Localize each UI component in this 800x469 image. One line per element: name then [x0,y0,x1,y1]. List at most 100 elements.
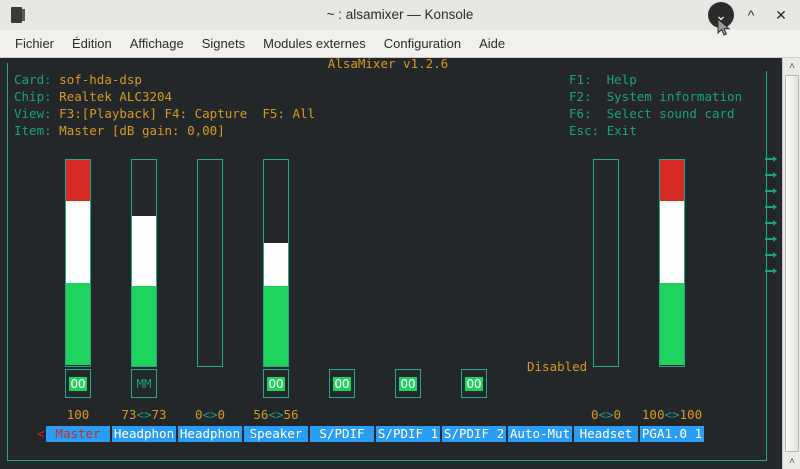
volume-bar-headphone-2[interactable] [197,159,223,367]
terminal-area[interactable]: AlsaMixer v1.2.6 Card: sof-hda-dsp Chip:… [0,58,782,469]
help-line-f2: F2: System information [569,89,743,104]
channel-value-speaker: 56<>56 [238,407,314,422]
mute-indicator-spdif[interactable]: OO [329,369,355,398]
mute-indicator-label: OO [69,375,87,391]
scrollbar-thumb[interactable] [785,75,799,452]
mute-indicator-spdif-2[interactable]: OO [461,369,487,398]
channel-value-left: 100 [641,407,665,422]
window-titlebar: ~ : alsamixer — Konsole ⌄ ^ ✕ [0,0,800,36]
channel-label-spdif[interactable]: S/PDIF [310,426,374,442]
alsamixer-version-label: AlsaMixer v1.2.6 [320,58,456,71]
menu-configuration[interactable]: Configuration [383,36,462,51]
item-value: Master [dB gain: 0,00] [59,123,225,138]
bar-segment-green [660,283,684,365]
terminal-icon [8,5,28,25]
maximize-button[interactable]: ^ [747,7,755,23]
volume-bar-master[interactable] [65,159,91,367]
bar-segment-white [132,216,156,286]
mute-indicator-speaker[interactable]: OO [263,369,289,398]
channel-value-headphone: 73<>73 [106,407,182,422]
mute-indicator-label: MM [136,375,152,391]
alsamixer-box-title: AlsaMixer v1.2.6 [8,58,768,71]
channel-value-left: 73 [121,407,137,422]
view-value: F3:[Playback] F4: Capture F5: All [59,106,316,121]
mute-indicator-spdif-1[interactable]: OO [395,369,421,398]
channel-label-master[interactable]: Master [46,426,110,442]
channel-value-pga10-1: 100<>100 [634,407,710,422]
scroll-up-icon[interactable]: ˄ [789,60,795,72]
terminal-scrollbar[interactable]: ˄ ˄ [782,58,800,469]
scroll-right-arrow-icon [765,204,777,210]
volume-bar-headset[interactable] [593,159,619,367]
view-key: View: [14,106,52,121]
volume-bar-speaker[interactable] [263,159,289,367]
menu-edition[interactable]: Édition [72,36,112,51]
scroll-right-arrow-icon [765,172,777,178]
channel-value-separator: <> [268,407,284,422]
item-key: Item: [14,123,52,138]
channel-value-right: 100 [679,407,703,422]
channel-label-headphone-2[interactable]: Headphon [178,426,242,442]
mute-indicator-label: OO [333,375,351,391]
bar-segment-white [660,201,684,283]
menu-bar: Fichier Édition Affichage Signets Module… [0,30,800,58]
scroll-down-icon[interactable]: ˄ [789,455,795,467]
volume-bar-headphone[interactable] [131,159,157,367]
channel-value-left: 0 [194,407,203,422]
scroll-right-arrow-icon [765,188,777,194]
bar-segment-green [66,283,90,365]
channel-value-left: 0 [590,407,599,422]
mixer-info-block: Card: sof-hda-dsp Chip: Realtek ALC3204 … [14,71,315,139]
window-title: ~ : alsamixer — Konsole [326,7,474,22]
menu-signets[interactable]: Signets [201,36,246,51]
scroll-right-arrow-icon [765,220,777,226]
channel-value-right: 0 [217,407,226,422]
channel-label-headset[interactable]: Headset [574,426,638,442]
channel-value-separator: <> [598,407,614,422]
channel-value-right: 73 [151,407,167,422]
menu-fichier[interactable]: Fichier [15,36,55,51]
bar-segment-white [264,243,288,286]
channel-value-separator: <> [136,407,152,422]
chip-key: Chip: [14,89,52,104]
help-line-f1: F1: Help [569,72,637,87]
mixer-help-block: F1: Help F2: System information F6: Sele… [569,71,742,139]
volume-bar-pga10-1[interactable] [659,159,685,367]
bar-segment-green [132,286,156,366]
chip-value: Realtek ALC3204 [59,89,173,104]
disabled-note: Disabled [527,359,588,374]
channel-value-left: 56 [253,407,269,422]
channel-label-pga10-1[interactable]: PGA1.0 1 [640,426,704,442]
channel-value-headset: 0<>0 [568,407,644,422]
mouse-cursor-icon [717,17,731,38]
card-key: Card: [14,72,52,87]
card-value: sof-hda-dsp [59,72,142,87]
channel-strip-container: OO100Master<>MM73<>73Headphon0<>0Headpho… [0,58,782,469]
channel-label-spdif-2[interactable]: S/PDIF 2 [442,426,506,442]
mute-indicator-label: OO [465,375,483,391]
bar-segment-red [66,160,90,201]
channel-value-right: 0 [613,407,622,422]
bar-segment-green [264,286,288,366]
scroll-right-arrow-icon [765,252,777,258]
mute-indicator-master[interactable]: OO [65,369,91,398]
mute-indicator-label: OO [399,375,417,391]
channel-label-auto-mute[interactable]: Auto-Mut [508,426,572,442]
bar-segment-white [66,201,90,283]
mute-indicator-headphone[interactable]: MM [131,369,157,398]
menu-modules-externes[interactable]: Modules externes [263,36,366,51]
alsamixer-frame: AlsaMixer v1.2.6 [7,58,768,461]
channel-value-headphone-2: 0<>0 [172,407,248,422]
channel-value-master: 100 [66,407,90,422]
selection-caret-left[interactable]: < [37,426,45,441]
channel-label-speaker[interactable]: Speaker [244,426,308,442]
scroll-right-arrow-icon [765,236,777,242]
channel-label-spdif-1[interactable]: S/PDIF 1 [376,426,440,442]
menu-aide[interactable]: Aide [479,36,506,51]
mute-indicator-label: OO [267,375,285,391]
channel-label-headphone[interactable]: Headphon [112,426,176,442]
menu-affichage[interactable]: Affichage [129,36,184,51]
bar-segment-red [660,160,684,201]
close-button[interactable]: ✕ [775,6,787,23]
